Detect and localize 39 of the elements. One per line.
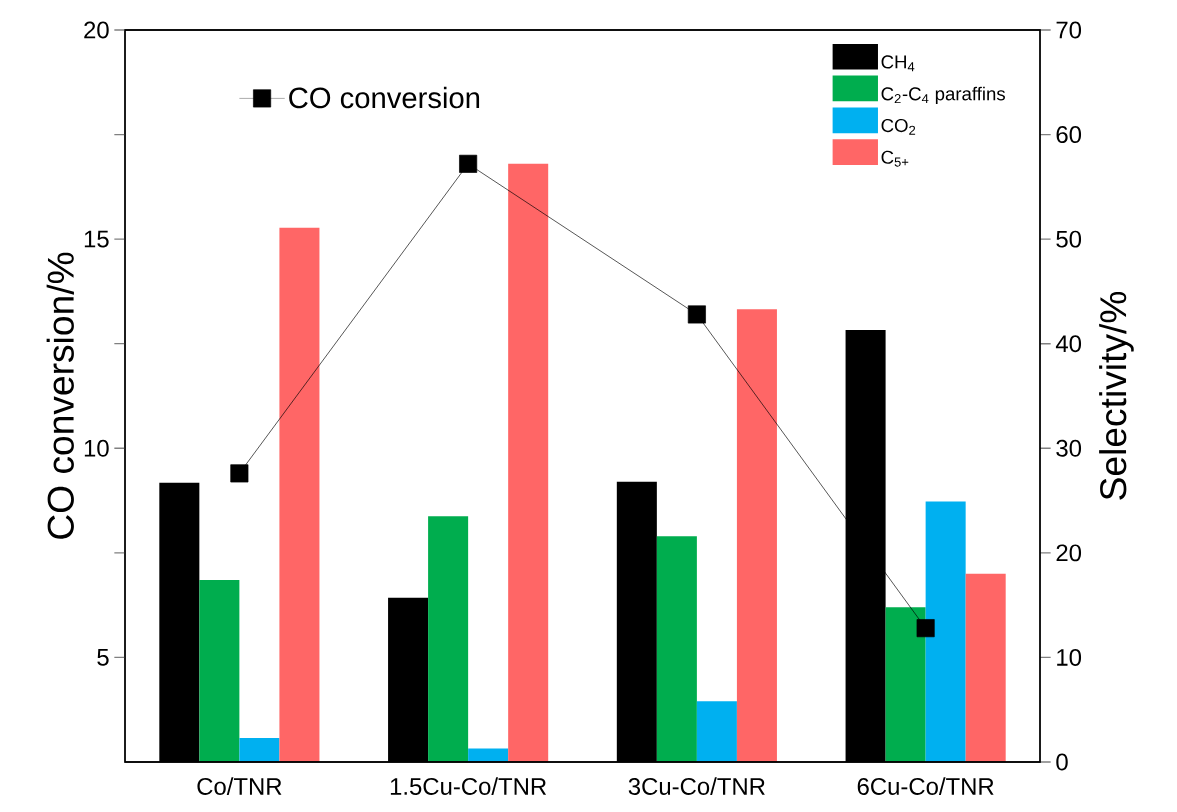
legend-label: C$_{2}$-C$_{4}$ paraffins — [881, 86, 1005, 105]
bar — [885, 607, 926, 762]
y2-tick-label: 50 — [1056, 230, 1082, 248]
legend-label: CH$_{4}$ — [881, 55, 915, 72]
point — [230, 464, 249, 483]
x-tick-label: 3Cu-Co/TNR — [628, 777, 765, 795]
point — [916, 619, 935, 638]
bar — [925, 501, 966, 762]
y-axis-title: CO conversion/% — [46, 252, 74, 539]
bar — [239, 737, 280, 762]
y2-axis-title: Selectivity/% — [1099, 291, 1134, 500]
bar — [736, 309, 777, 762]
bar — [656, 536, 697, 762]
y2-tick-label: 20 — [1056, 544, 1082, 562]
y-tick-label: 10 — [84, 439, 109, 457]
bar — [508, 163, 549, 762]
legend-label: CO$_{2}$ — [881, 118, 916, 135]
y-tick-label: 15 — [84, 230, 109, 248]
bar — [279, 227, 320, 762]
x-tick-label: 1.5Cu-Co/TNR — [390, 777, 547, 795]
y-tick-label: 5 — [97, 649, 109, 666]
y-tick-label: 20 — [84, 21, 109, 39]
x-tick-label: 6Cu-Co/TNR — [857, 777, 994, 795]
bar — [428, 516, 469, 762]
y2-tick-label: 0 — [1056, 753, 1068, 771]
y2-tick-label: 40 — [1055, 335, 1082, 353]
y2-tick-label: 70 — [1056, 21, 1082, 39]
legend-label: CO conversion — [289, 86, 480, 109]
y2-tick-label: 10 — [1057, 648, 1082, 666]
bar — [468, 748, 509, 762]
point — [459, 154, 478, 173]
x-tick-label: Co/TNR — [197, 777, 282, 795]
legend-label: C$_{5+}$ — [881, 150, 909, 167]
bar — [199, 580, 240, 762]
point — [687, 305, 706, 324]
y2-tick-label: 30 — [1056, 439, 1082, 457]
bar — [696, 701, 737, 762]
y2-tick-label: 60 — [1056, 126, 1082, 144]
bar — [965, 573, 1006, 762]
